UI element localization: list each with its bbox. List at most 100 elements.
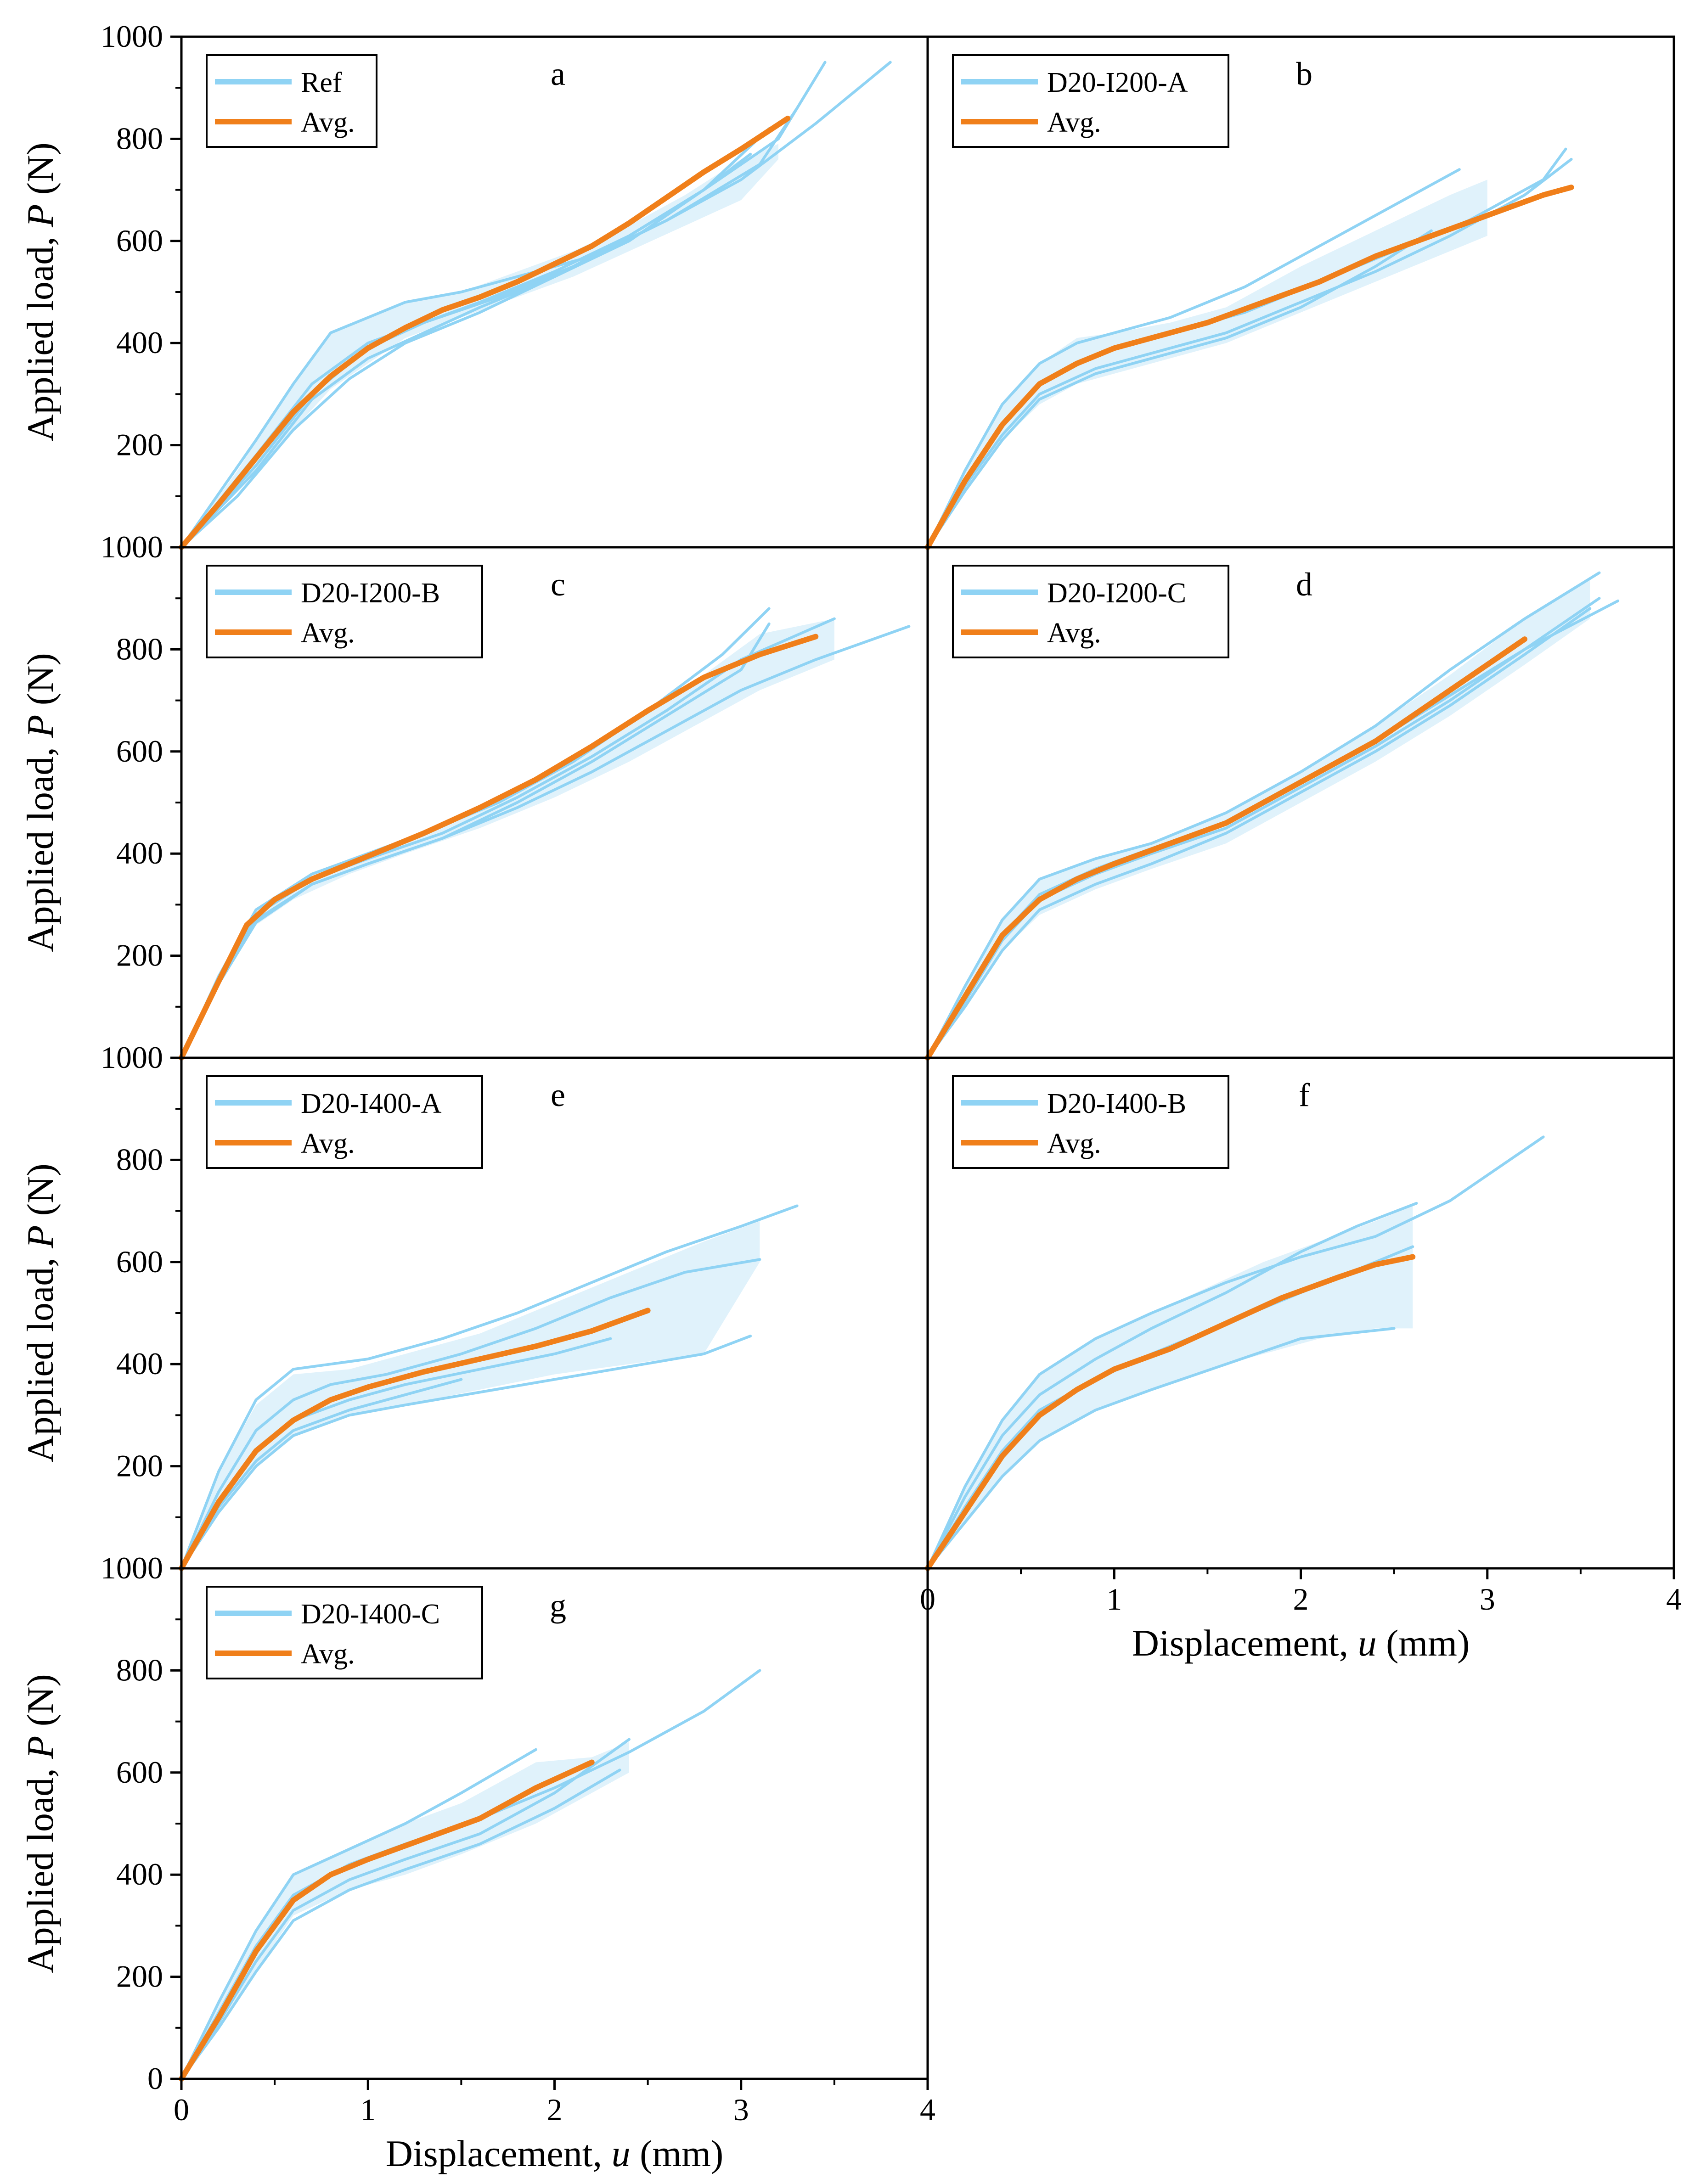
- specimen-curve-4: [180, 1335, 752, 1570]
- panel-letter: c: [551, 566, 565, 603]
- y-tick-label: 400: [116, 1346, 163, 1381]
- y-tick-label: 200: [116, 427, 163, 462]
- average-curve: [925, 1254, 1416, 1571]
- legend-box: [206, 54, 377, 148]
- panel-letter: d: [1296, 566, 1312, 603]
- average-curve: [179, 1308, 651, 1571]
- legend-specimen-label: Ref: [301, 67, 342, 98]
- y-tick-label: 600: [116, 734, 163, 769]
- range-band: [928, 1206, 1413, 1568]
- y-tick-label: 600: [116, 1755, 163, 1790]
- x-axis-title-var: u: [1358, 1622, 1377, 1664]
- y-tick-label: 0: [147, 2061, 163, 2096]
- range-band: [181, 1221, 760, 1568]
- legend-average-label: Avg.: [301, 618, 355, 649]
- y-tick-label: 400: [116, 836, 163, 870]
- average-curve: [179, 1759, 595, 2082]
- y-tick-label: 1000: [101, 1040, 163, 1075]
- specimen-curve-2: [180, 1669, 761, 2080]
- y-axis-title-var: P: [19, 1736, 61, 1759]
- specimen-curve-3: [926, 157, 1573, 549]
- y-tick-label: 600: [116, 1244, 163, 1279]
- y-tick-label: 1000: [101, 1550, 163, 1585]
- specimen-curve-5: [180, 107, 799, 549]
- specimen-curve-4: [926, 597, 1601, 1059]
- panel-letter: b: [1296, 56, 1312, 92]
- specimen-curve-2: [180, 1258, 761, 1570]
- specimen-curve-1: [926, 1135, 1545, 1570]
- legend-box: [952, 1075, 1229, 1169]
- y-axis-title-unit: (N): [19, 1163, 61, 1225]
- y-tick-label: 1000: [101, 529, 163, 564]
- panel-letter: f: [1299, 1077, 1310, 1113]
- y-axis-title: Applied load, P (N): [19, 142, 61, 441]
- y-axis-title-prefix: Applied load,: [19, 738, 61, 952]
- x-tick-label: 0: [174, 2092, 189, 2127]
- x-axis-title-unit: (mm): [631, 2133, 724, 2174]
- panel-d: d D20-I200-C Avg.: [925, 546, 1675, 1061]
- y-tick-label: 200: [116, 1959, 163, 1994]
- specimen-curve-4: [926, 1327, 1396, 1570]
- specimen-curve-1: [926, 168, 1461, 549]
- y-axis-title-unit: (N): [19, 653, 61, 714]
- range-band: [181, 1742, 629, 2079]
- y-tick-label: 800: [116, 631, 163, 666]
- panel-g: 0 200 400 600 800 1000 Applied load, P (N) 0 1 2 3…: [19, 1550, 935, 2174]
- panel-letter: e: [551, 1077, 565, 1113]
- x-axis-title-var: u: [612, 2133, 631, 2174]
- panel-letter: a: [551, 56, 565, 92]
- legend-specimen-label: D20-I200-A: [1047, 67, 1188, 98]
- y-axis-title-var: P: [19, 1225, 61, 1249]
- panel-e: 200 400 600 800 1000 Applied load, P (N) e D20-…: [19, 1040, 929, 1571]
- panel-b: b D20-I200-A Avg.: [925, 35, 1675, 550]
- legend-average-label: Avg.: [1047, 107, 1101, 138]
- y-axis-title-var: P: [19, 715, 61, 738]
- x-tick-label: 2: [547, 2092, 563, 2127]
- x-axis-title-prefix: Displacement,: [386, 2133, 612, 2174]
- y-axis-title: Applied load, P (N): [19, 1674, 61, 1973]
- x-axis-title: Displacement, u (mm): [1132, 1622, 1470, 1664]
- x-axis-title-prefix: Displacement,: [1132, 1622, 1358, 1664]
- x-tick-label: 3: [1480, 1582, 1495, 1617]
- panel-c: 200 400 600 800 1000 Applied load, P (N) c D20-…: [19, 529, 929, 1061]
- y-tick-label: 400: [116, 325, 163, 360]
- legend-average-label: Avg.: [301, 107, 355, 138]
- y-tick-label: 800: [116, 1142, 163, 1177]
- y-tick-label: 200: [116, 938, 163, 973]
- legend-specimen-label: D20-I200-B: [301, 578, 440, 609]
- y-tick-label: 800: [116, 121, 163, 156]
- x-axis-title: Displacement, u (mm): [386, 2133, 724, 2174]
- y-axis-title: Applied load, P (N): [19, 1163, 61, 1462]
- y-axis-title-prefix: Applied load,: [19, 1759, 61, 1973]
- average-curve: [179, 115, 791, 550]
- range-band: [181, 618, 834, 1058]
- legend-box: [952, 54, 1229, 148]
- legend-box: [952, 565, 1229, 658]
- panel-a: 200 400 600 800 1000 Applied load, P (N) a Ref A…: [19, 19, 929, 550]
- range-band: [181, 144, 778, 547]
- x-tick-label: 1: [1106, 1582, 1122, 1617]
- y-axis-title-prefix: Applied load,: [19, 227, 61, 442]
- average-curve: [179, 634, 819, 1061]
- average-curve: [925, 636, 1527, 1061]
- specimen-curve-1: [926, 571, 1601, 1059]
- x-tick-label: 4: [920, 2092, 935, 2127]
- specimen-curve-3: [180, 127, 771, 549]
- x-tick-label: 1: [360, 2092, 376, 2127]
- legend-box: [206, 565, 483, 658]
- x-tick-label: 4: [1666, 1582, 1682, 1617]
- legend-average-label: Avg.: [1047, 618, 1101, 649]
- y-axis-title-var: P: [19, 204, 61, 228]
- y-axis-title: Applied load, P (N): [19, 653, 61, 952]
- y-tick-label: 600: [116, 223, 163, 258]
- legend-specimen-label: D20-I200-C: [1047, 578, 1186, 609]
- legend-specimen-label: D20-I400-A: [301, 1088, 442, 1119]
- specimen-curve-1: [180, 1748, 537, 2080]
- y-axis-title-prefix: Applied load,: [19, 1248, 61, 1463]
- specimen-curve-1: [180, 61, 892, 549]
- specimen-curve-1: [180, 1204, 799, 1570]
- legend-box: [206, 1586, 483, 1679]
- range-band: [928, 180, 1487, 547]
